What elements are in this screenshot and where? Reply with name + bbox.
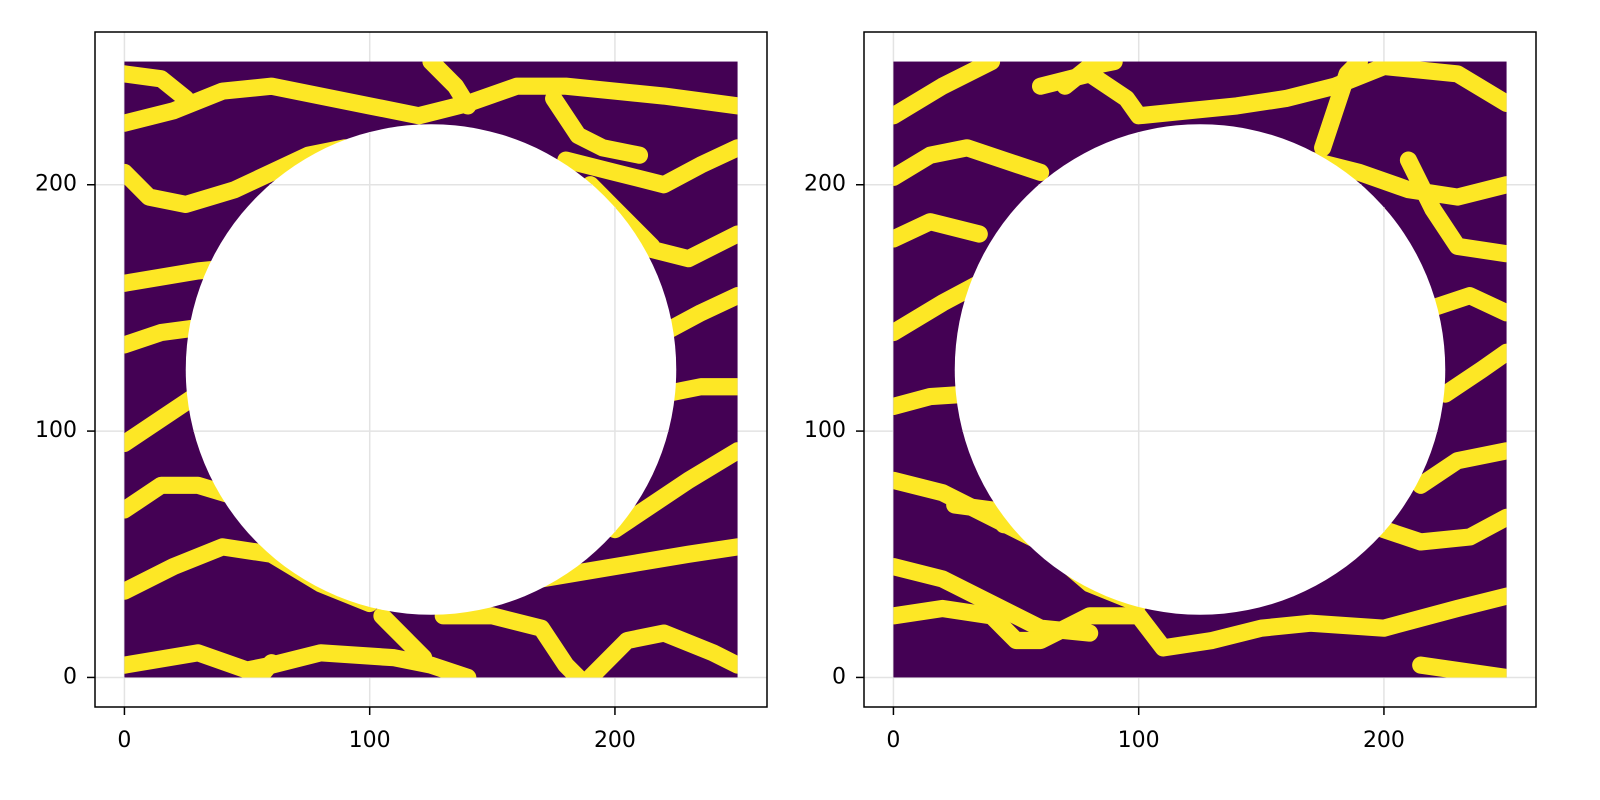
- streak: [581, 624, 738, 678]
- streak: [1424, 287, 1507, 322]
- streak: [373, 607, 433, 667]
- streak: [893, 61, 1001, 125]
- streak: [250, 654, 281, 678]
- streak: [124, 139, 354, 214]
- streak: [124, 385, 207, 452]
- streak: [434, 607, 587, 678]
- streak: [606, 442, 738, 539]
- streak: [655, 287, 738, 342]
- streak: [1375, 508, 1507, 551]
- y-tick-label: 100: [35, 418, 77, 443]
- streak: [893, 139, 1050, 186]
- mask-circle: [185, 124, 677, 615]
- streak: [422, 61, 477, 115]
- x-tick-label: 0: [117, 728, 131, 753]
- mask-circle: [954, 124, 1446, 615]
- streak: [893, 385, 976, 416]
- streak: [1314, 61, 1368, 157]
- axes-frame: [94, 31, 768, 708]
- streak: [1032, 61, 1507, 125]
- panel: 0 100 200 0 100 200: [804, 31, 1537, 753]
- streak: [124, 77, 738, 132]
- streak: [557, 139, 738, 194]
- x-tick-label: 100: [349, 728, 391, 753]
- streak: [532, 538, 738, 588]
- x-tick-label: 200: [1363, 728, 1405, 753]
- streak: [1399, 151, 1507, 263]
- streak: [893, 587, 1507, 657]
- y-tick-label: 200: [35, 172, 77, 197]
- streak: [545, 89, 649, 164]
- x-tick-label: 0: [886, 728, 900, 753]
- streak: [1412, 656, 1507, 678]
- streak: [655, 378, 738, 403]
- streak: [946, 496, 1013, 534]
- streak: [124, 319, 207, 354]
- y-tick-label: 200: [804, 172, 846, 197]
- streak: [1056, 61, 1123, 95]
- streak: [1412, 442, 1507, 494]
- axes-frame: [863, 31, 1537, 708]
- y-tick-label: 100: [804, 418, 846, 443]
- streak: [1301, 151, 1507, 206]
- streak: [893, 213, 988, 248]
- streak: [124, 65, 195, 108]
- x-tick-label: 200: [594, 728, 636, 753]
- y-tick-label: 0: [832, 664, 846, 689]
- panel: 0 100 200 0 100 200: [35, 31, 768, 753]
- streak: [893, 274, 988, 342]
- streak: [1436, 343, 1507, 403]
- x-tick-label: 100: [1118, 728, 1160, 753]
- y-tick-label: 0: [63, 664, 77, 689]
